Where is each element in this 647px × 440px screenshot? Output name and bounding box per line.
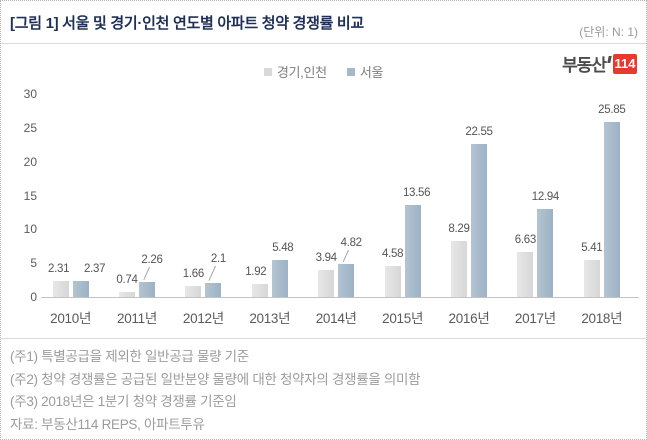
bar-gyeonggi-incheon-2016 <box>451 240 467 297</box>
x-axis-category-label: 2011년 <box>117 311 157 326</box>
bar-gyeonggi-incheon-2014 <box>318 270 335 297</box>
data-label: 25.85 <box>598 104 626 117</box>
figure-header: [그림 1] 서울 및 경기·인천 연도별 아파트 청약 경쟁률 비교 (단위:… <box>1 1 646 44</box>
logo-text: 부동산 <box>562 56 607 75</box>
y-axis-tick-label: 15 <box>23 188 37 203</box>
data-label: 2.31 <box>48 263 70 276</box>
x-axis-category-label: 2013년 <box>249 311 291 326</box>
data-label: 22.55 <box>465 126 493 139</box>
note-1: (주1) 특별공급을 제외한 일반공급 물량 기준 <box>10 349 249 364</box>
x-axis-category-label: 2016년 <box>448 311 490 326</box>
bar-seoul-2013 <box>271 259 288 297</box>
figure-title: [그림 1] 서울 및 경기·인천 연도별 아파트 청약 경쟁률 비교 <box>10 15 364 32</box>
data-label: 5.48 <box>272 241 294 254</box>
note-2: (주2) 청약 경쟁률은 공급된 일반분양 물량에 대한 청약자의 경쟁률을 의… <box>10 371 421 387</box>
data-label: 2.37 <box>84 262 106 275</box>
bar-seoul-2010 <box>72 280 89 297</box>
unit-label: (단위: N: 1) <box>579 25 638 39</box>
data-label: 13.56 <box>402 187 431 200</box>
budongsan114-logo: 부동산 114 <box>562 51 637 76</box>
data-label: 3.94 <box>315 252 337 265</box>
y-axis-tick-label: 25 <box>23 120 37 135</box>
bar-gyeonggi-incheon-2018 <box>583 260 600 297</box>
x-axis-category-label: 2018년 <box>581 311 623 326</box>
note-3: (주3) 2018년은 1분기 청약 경쟁률 기준임 <box>10 394 237 409</box>
y-axis-tick-label: 5 <box>30 256 37 271</box>
y-axis-tick-label: 0 <box>30 290 37 304</box>
data-label: 5.41 <box>581 242 603 255</box>
bar-chart: 부동산 114 경기,인천 서울 0 5 10 15 20 25 30 2010년 2.31 2.3… <box>1 44 646 338</box>
data-label: 2.1 <box>210 252 226 265</box>
data-label: 8.29 <box>448 222 470 235</box>
bar-seoul-2018 <box>603 122 620 297</box>
x-axis-category-label: 2012년 <box>182 311 224 326</box>
legend-label: 경기,인천 <box>276 65 327 80</box>
x-axis-category-label: 2017년 <box>514 311 556 326</box>
data-label: 1.92 <box>245 266 267 278</box>
bar-gyeonggi-incheon-2017 <box>517 252 534 297</box>
bar-seoul-2012 <box>205 282 222 297</box>
y-axis-tick-label: 10 <box>23 222 37 237</box>
chart-legend: 경기,인천 서울 <box>1 62 646 81</box>
legend-item-seoul: 서울 <box>346 62 384 81</box>
bar-seoul-2016 <box>471 144 487 297</box>
data-label: 2.26 <box>141 253 163 266</box>
legend-swatch-icon <box>263 67 272 76</box>
bar-gyeonggi-incheon-2013 <box>251 284 268 297</box>
data-label: 0.74 <box>116 273 138 286</box>
bar-gyeonggi-incheon-2012 <box>185 285 202 297</box>
bar-gyeonggi-incheon-2015 <box>384 266 401 297</box>
source-note: 자료: 부동산114 REPS, 아파트투유 <box>10 416 205 432</box>
legend-label: 서울 <box>359 65 384 80</box>
data-label: 6.63 <box>514 234 536 247</box>
y-axis-tick-label: 30 <box>23 87 37 101</box>
legend-swatch-icon <box>346 67 355 76</box>
x-axis-category-label: 2010년 <box>50 311 92 326</box>
data-label: 12.94 <box>531 191 560 204</box>
data-label: 4.82 <box>340 237 362 250</box>
y-axis-tick-label: 20 <box>23 154 37 169</box>
bar-seoul-2014 <box>338 264 355 297</box>
bar-gyeonggi-incheon-2010 <box>52 281 69 297</box>
bar-seoul-2017 <box>537 209 554 297</box>
bar-seoul-2015 <box>404 205 421 297</box>
legend-item-gyeonggi-incheon: 경기,인천 <box>263 62 327 81</box>
bar-gyeonggi-incheon-2011 <box>119 291 135 297</box>
footnotes: (주1) 특별공급을 제외한 일반공급 물량 기준 (주2) 청약 경쟁률은 공… <box>1 338 646 436</box>
data-label: 4.58 <box>382 248 404 260</box>
data-label: 1.66 <box>182 267 204 280</box>
x-axis-category-label: 2015년 <box>382 311 424 326</box>
x-axis-category-label: 2014년 <box>315 311 357 326</box>
bar-seoul-2011 <box>139 281 155 297</box>
x-axis-line <box>41 297 639 298</box>
logo-badge: 114 <box>613 53 637 74</box>
